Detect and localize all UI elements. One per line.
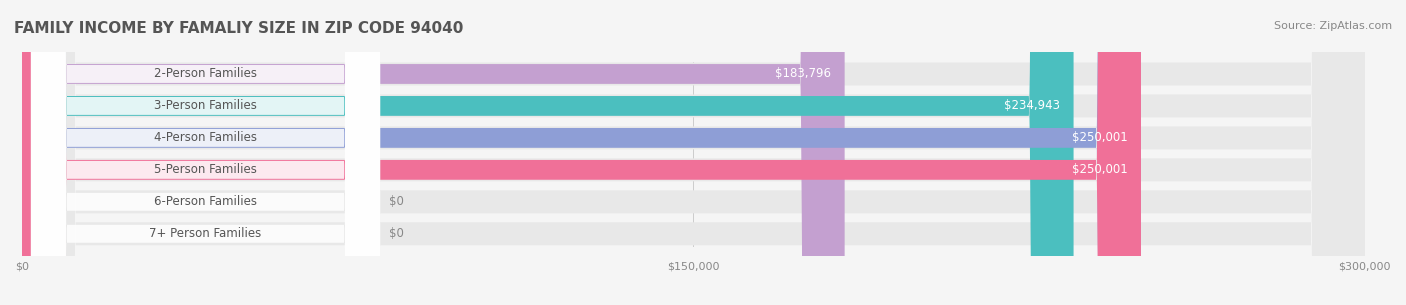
- Text: $0: $0: [389, 195, 404, 208]
- Text: Source: ZipAtlas.com: Source: ZipAtlas.com: [1274, 21, 1392, 31]
- FancyBboxPatch shape: [22, 0, 845, 305]
- Text: $250,001: $250,001: [1071, 163, 1128, 176]
- Text: 2-Person Families: 2-Person Families: [155, 67, 257, 81]
- FancyBboxPatch shape: [22, 0, 1365, 305]
- Text: $183,796: $183,796: [775, 67, 831, 81]
- FancyBboxPatch shape: [22, 0, 1365, 305]
- FancyBboxPatch shape: [31, 0, 380, 305]
- Text: $250,001: $250,001: [1071, 131, 1128, 144]
- FancyBboxPatch shape: [22, 0, 1140, 305]
- FancyBboxPatch shape: [31, 0, 380, 305]
- Text: $234,943: $234,943: [1004, 99, 1060, 113]
- FancyBboxPatch shape: [31, 0, 380, 305]
- Text: $0: $0: [389, 227, 404, 240]
- Text: 6-Person Families: 6-Person Families: [155, 195, 257, 208]
- FancyBboxPatch shape: [22, 0, 1365, 305]
- FancyBboxPatch shape: [22, 0, 1365, 305]
- FancyBboxPatch shape: [31, 0, 380, 305]
- Text: 7+ Person Families: 7+ Person Families: [149, 227, 262, 240]
- Text: 4-Person Families: 4-Person Families: [155, 131, 257, 144]
- FancyBboxPatch shape: [31, 0, 380, 305]
- Text: 3-Person Families: 3-Person Families: [155, 99, 257, 113]
- FancyBboxPatch shape: [22, 0, 1074, 305]
- FancyBboxPatch shape: [22, 0, 1365, 305]
- Text: 5-Person Families: 5-Person Families: [155, 163, 257, 176]
- FancyBboxPatch shape: [31, 0, 380, 305]
- FancyBboxPatch shape: [22, 0, 1140, 305]
- FancyBboxPatch shape: [22, 0, 1365, 305]
- Text: FAMILY INCOME BY FAMALIY SIZE IN ZIP CODE 94040: FAMILY INCOME BY FAMALIY SIZE IN ZIP COD…: [14, 21, 464, 36]
